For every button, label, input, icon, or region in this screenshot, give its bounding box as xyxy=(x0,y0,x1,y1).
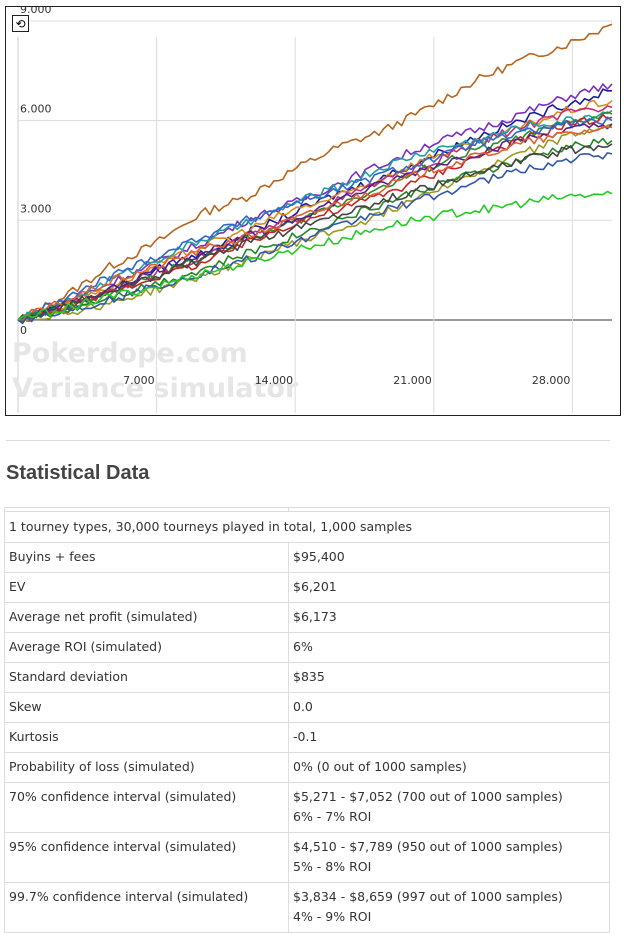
table-row: 99.7% confidence interval (simulated) $3,… xyxy=(4,882,610,933)
section-divider xyxy=(6,440,610,441)
stat-value-text: $95,400 xyxy=(293,549,345,564)
watermark-line2: Variance simulator xyxy=(12,373,299,404)
statistics-table: 1 tourney types, 30,000 tourneys played … xyxy=(4,507,610,933)
stat-value: 0.0 xyxy=(288,692,610,723)
stat-label: Average ROI (simulated) xyxy=(4,632,289,663)
stat-value: 0% (0 out of 1000 samples) xyxy=(288,752,610,783)
x-tick-label: 21.000 xyxy=(393,374,432,387)
stat-roi-text: 4% - 9% ROI xyxy=(293,909,372,924)
table-row: Kurtosis -0.1 xyxy=(4,722,610,753)
stat-label: 99.7% confidence interval (simulated) xyxy=(4,882,289,933)
x-tick-label: 14.000 xyxy=(255,374,294,387)
stat-value: $6,173 xyxy=(288,602,610,633)
variance-chart: Pokerdope.com Variance simulator 9.000 6.… xyxy=(5,6,621,416)
stat-value-text: $6,201 xyxy=(293,579,337,594)
stat-value-text: $4,510 - $7,789 (950 out of 1000 samples… xyxy=(293,839,563,854)
series-line xyxy=(17,114,613,322)
stat-value: $5,271 - $7,052 (700 out of 1000 samples… xyxy=(288,782,610,833)
table-row: 70% confidence interval (simulated) $5,27… xyxy=(4,782,610,833)
stat-value-text: 6% xyxy=(293,639,313,654)
series-line xyxy=(17,83,613,321)
stat-value-text: 0% (0 out of 1000 samples) xyxy=(293,759,467,774)
table-row: Skew 0.0 xyxy=(4,692,610,723)
table-row: Buyins + fees $95,400 xyxy=(4,542,610,573)
table-row: Average net profit (simulated) $6,173 xyxy=(4,602,610,633)
series-line xyxy=(17,152,613,325)
stat-label: Kurtosis xyxy=(4,722,289,753)
table-row: EV $6,201 xyxy=(4,572,610,603)
stat-label: 95% confidence interval (simulated) xyxy=(4,832,289,883)
stat-label: 70% confidence interval (simulated) xyxy=(4,782,289,833)
summary-cell: 1 tourney types, 30,000 tourneys played … xyxy=(4,511,610,543)
stat-value-text: 0.0 xyxy=(293,699,313,714)
section-title: Statistical Data xyxy=(6,462,150,484)
series-line xyxy=(17,190,613,321)
watermark-line1: Pokerdope.com xyxy=(12,338,248,369)
chart-plot: Pokerdope.com Variance simulator 9.000 6.… xyxy=(12,7,613,413)
stat-value: 6% xyxy=(288,632,610,663)
table-row: Standard deviation $835 xyxy=(4,662,610,693)
y-tick-label: 9.000 xyxy=(20,7,52,16)
series-line xyxy=(17,143,613,321)
stat-value-text: $6,173 xyxy=(293,609,337,624)
stat-label: EV xyxy=(4,572,289,603)
stat-label: Buyins + fees xyxy=(4,542,289,573)
stat-value: $4,510 - $7,789 (950 out of 1000 samples… xyxy=(288,832,610,883)
x-tick-label: 28.000 xyxy=(532,374,571,387)
series-line xyxy=(17,116,613,321)
stat-value-text: $5,271 - $7,052 (700 out of 1000 samples… xyxy=(293,789,563,804)
stat-value: $3,834 - $8,659 (997 out of 1000 samples… xyxy=(288,882,610,933)
stat-value: $6,201 xyxy=(288,572,610,603)
summary-row: 1 tourney types, 30,000 tourneys played … xyxy=(4,511,610,543)
stat-value: $95,400 xyxy=(288,542,610,573)
stat-value-text: $3,834 - $8,659 (997 out of 1000 samples… xyxy=(293,889,563,904)
refresh-icon[interactable]: ⟲ xyxy=(12,15,29,32)
stat-label: Probability of loss (simulated) xyxy=(4,752,289,783)
y-tick-label: 3.000 xyxy=(20,202,52,215)
table-row: 95% confidence interval (simulated) $4,51… xyxy=(4,832,610,883)
y-tick-label: 6.000 xyxy=(20,103,52,116)
stat-value-text: -0.1 xyxy=(293,729,318,744)
stat-label: Skew xyxy=(4,692,289,723)
stat-label: Average net profit (simulated) xyxy=(4,602,289,633)
series-line xyxy=(17,23,613,321)
stat-label: Standard deviation xyxy=(4,662,289,693)
stat-value-text: $835 xyxy=(293,669,325,684)
stat-value: -0.1 xyxy=(288,722,610,753)
series-line xyxy=(17,126,613,321)
stat-roi-text: 6% - 7% ROI xyxy=(293,809,372,824)
table-row: Average ROI (simulated) 6% xyxy=(4,632,610,663)
y-tick-label: 0 xyxy=(20,324,27,337)
stat-roi-text: 5% - 8% ROI xyxy=(293,859,372,874)
table-row: Probability of loss (simulated) 0% (0 out… xyxy=(4,752,610,783)
stat-value: $835 xyxy=(288,662,610,693)
x-tick-label: 7.000 xyxy=(123,374,155,387)
